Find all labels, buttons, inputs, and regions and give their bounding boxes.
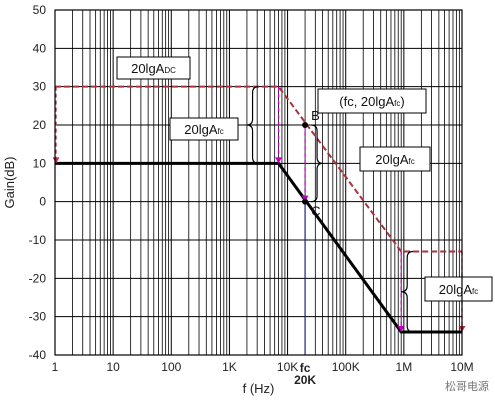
brace-fc <box>311 124 324 203</box>
x-tick-label: 10 <box>106 360 120 374</box>
series-open-loop-dashed <box>55 85 462 253</box>
label-20lgafc-3-box <box>424 276 493 302</box>
label-20lgadc-box <box>116 56 191 80</box>
y-tick-label: -40 <box>29 348 47 362</box>
y-axis-label: Gain(dB) <box>2 156 17 208</box>
y-tick-label: 0 <box>39 195 46 209</box>
point-label-B: B <box>311 108 320 123</box>
series-closed-loop <box>55 161 462 334</box>
label-20lgafc-1-box <box>169 117 239 141</box>
arrow-break-head <box>275 157 283 164</box>
x-tick-label: 10K <box>277 360 298 374</box>
x-axis-label: f (Hz) <box>243 381 275 396</box>
label-20lgafc-1-part: 20lgA <box>184 122 218 137</box>
x-tick-label: 1 <box>52 360 59 374</box>
label-fc-point-part: (fc, 20lgA <box>339 94 394 109</box>
x-tick-label: 1K <box>222 360 237 374</box>
x-tick-label: 10M <box>450 360 473 374</box>
y-tick-label: 40 <box>33 41 47 55</box>
fc-axis-label: fc <box>300 361 311 375</box>
x-tick-label: 1M <box>396 360 413 374</box>
arrow-pole-head <box>397 326 405 332</box>
point-C <box>302 198 309 205</box>
y-tick-label: 10 <box>33 156 47 170</box>
brace-break <box>246 86 259 164</box>
y-tick-label: -10 <box>29 233 47 247</box>
label-20lgadc-part: 20lgA <box>131 61 165 76</box>
x-tick-label: 100K <box>332 360 360 374</box>
label-20lgadc: 20lgADC <box>131 61 176 76</box>
label-fc-point-box <box>317 88 427 114</box>
y-tick-label: 50 <box>33 3 47 17</box>
label-20lgafc-1-part: fc <box>218 127 224 136</box>
y-tick-label: -20 <box>29 271 47 285</box>
y-tick-label: 30 <box>33 80 47 94</box>
label-20lgadc-part: DC <box>164 66 176 75</box>
label-fc-point-part: fc <box>394 99 400 108</box>
label-20lgafc-2-part: fc <box>409 157 415 166</box>
x-tick-label: 100 <box>161 360 181 374</box>
label-20lgafc-2-part: 20lgA <box>375 152 409 167</box>
label-fc-point-part: ) <box>400 94 404 109</box>
plot-frame <box>54 9 463 356</box>
label-20lgafc-2-box <box>359 146 431 172</box>
point-B <box>302 122 309 128</box>
y-tick-labels: -40 -30 -20 -10 0 10 20 30 40 50 <box>29 3 47 362</box>
point-label-C: C <box>311 204 320 219</box>
y-tick-label: -30 <box>29 310 47 324</box>
label-20lgafc-1: 20lgAfc <box>184 122 223 137</box>
series-layer <box>55 85 462 334</box>
watermark: 松哥电源 <box>445 380 489 393</box>
arrow-dc-head <box>52 157 60 164</box>
label-20lgafc-3: 20lgAfc <box>439 282 478 297</box>
label-20lgafc-3-part: 20lgA <box>439 282 473 297</box>
label-20lgafc-2: 20lgAfc <box>375 152 414 167</box>
label-20lgafc-3-part: fc <box>472 287 478 296</box>
brace-pole <box>401 250 414 333</box>
label-fc-point: (fc, 20lgAfc) <box>339 94 405 109</box>
y-tick-label: 20 <box>33 118 47 132</box>
fc-value-label: 20K <box>294 373 316 387</box>
